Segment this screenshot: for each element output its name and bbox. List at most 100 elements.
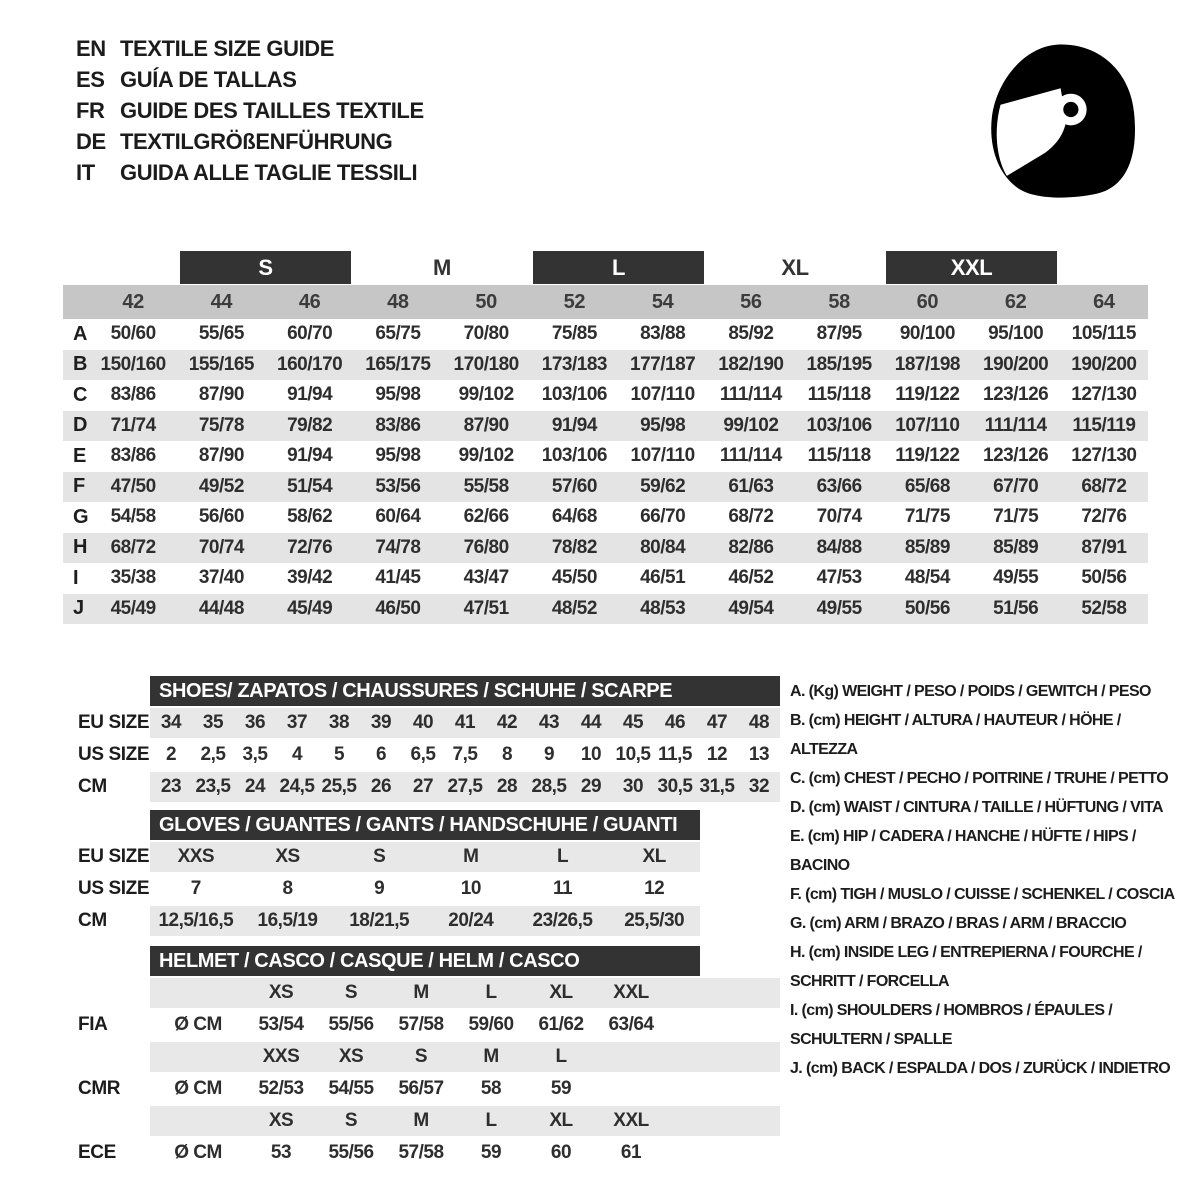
shoe-size-cell: 6,5: [410, 744, 436, 765]
legend-item: D. (cm) WAIST / CINTURA / TAILLE / HÜFTU…: [790, 799, 1164, 816]
size-value-cell: 87/91: [1081, 536, 1127, 558]
size-value-cell: 91/94: [551, 414, 598, 436]
size-value-cell: 95/98: [640, 414, 686, 436]
size-value-cell: 107/110: [630, 445, 696, 467]
size-value-cell: 46/50: [375, 597, 421, 619]
shoe-size-cell: 34: [160, 712, 182, 733]
shoe-size-cell: 4: [291, 744, 303, 765]
shoe-size-cell: 47: [706, 712, 728, 733]
size-number: 60: [916, 290, 939, 313]
size-value-cell: 83/88: [640, 323, 686, 345]
size-value-cell: 107/110: [895, 414, 960, 436]
size-value-cell: 190/200: [1071, 353, 1137, 375]
helmet-value-cell: 57/58: [398, 1014, 444, 1035]
size-group-m: M: [433, 254, 451, 280]
size-value-cell: 48/53: [640, 597, 686, 619]
size-value-cell: 41/45: [375, 567, 421, 589]
size-number: 46: [298, 290, 321, 313]
size-number: 54: [651, 290, 674, 313]
size-value-cell: 39/42: [287, 567, 333, 589]
glove-size-cell: 10: [460, 878, 482, 899]
measurement-row-f: F 47/50 49/52 51/54 53/56 55/58 57/60 59/62 61/6…: [63, 471, 1148, 502]
size-value-cell: 87/90: [198, 445, 245, 467]
glove-size-cell: 11: [552, 878, 573, 899]
helmet-size-cell: XS: [338, 1046, 364, 1067]
size-value-cell: 170/180: [453, 353, 520, 375]
size-value-cell: 119/122: [895, 445, 960, 467]
row-letter: G: [73, 505, 89, 528]
size-value-cell: 82/86: [728, 536, 774, 558]
size-value-cell: 62/66: [463, 506, 510, 528]
size-number: 64: [1093, 290, 1115, 313]
size-value-cell: 50/60: [110, 323, 157, 345]
size-value-cell: 35/38: [110, 567, 157, 589]
helmet-value-cell: 54/55: [328, 1078, 374, 1099]
size-value-cell: 119/122: [895, 384, 960, 406]
size-group-l: L: [533, 251, 704, 284]
size-value-cell: 49/54: [728, 597, 774, 619]
helmet-size-cell: L: [485, 982, 497, 1003]
size-value-cell: 47/51: [463, 597, 510, 619]
shoe-size-cell: 8: [501, 744, 513, 765]
helmet-value-cell: 60: [550, 1142, 572, 1163]
shoe-size-cell: 23,5: [195, 776, 231, 797]
size-value-cell: 87/90: [463, 414, 510, 436]
shoe-size-cell: 32: [748, 776, 770, 797]
helmet-value-cell: 59: [480, 1142, 502, 1163]
language-row: IT GUIDA ALLE TAGLIE TESSILI: [76, 157, 424, 188]
glove-size-cell: 9: [374, 878, 385, 899]
size-value-cell: 107/110: [630, 384, 696, 406]
size-value-cell: 76/80: [463, 536, 510, 558]
size-number: 52: [563, 290, 586, 313]
glove-size-cell: 25,5/30: [624, 910, 685, 931]
size-group-xl: XL: [781, 254, 809, 280]
helmet-size-cell: XL: [549, 982, 573, 1003]
size-number: 48: [387, 290, 409, 313]
shoes-row-label: EU SIZE: [78, 712, 150, 733]
glove-size-cell: 7: [190, 878, 202, 899]
shoe-size-cell: 46: [664, 712, 686, 733]
size-value-cell: 127/130: [1071, 445, 1137, 467]
language-code: FR: [76, 98, 105, 123]
language-row: EN TEXTILE SIZE GUIDE: [76, 33, 424, 64]
size-value-cell: 51/54: [287, 475, 333, 497]
size-value-cell: 190/200: [983, 353, 1049, 375]
size-value-cell: 45/49: [287, 597, 333, 619]
legend-item: G. (cm) ARM / BRAZO / BRAS / ARM / BRACC…: [790, 915, 1127, 932]
size-value-cell: 95/98: [375, 384, 421, 406]
shoe-size-cell: 48: [748, 712, 770, 733]
shoe-size-cell: 29: [580, 776, 602, 797]
size-value-cell: 51/56: [993, 597, 1039, 619]
size-value-cell: 160/170: [277, 353, 343, 375]
helmet-size-cell: XXS: [262, 1046, 300, 1067]
size-value-cell: 49/55: [816, 597, 863, 619]
shoe-size-cell: 37: [286, 712, 308, 733]
helmet-size-cell: M: [413, 1110, 429, 1131]
size-value-cell: 60/70: [287, 323, 333, 345]
shoe-size-cell: 5: [333, 744, 345, 765]
size-value-cell: 57/60: [551, 475, 598, 497]
size-value-cell: 85/89: [904, 536, 951, 558]
legend-item: J. (cm) BACK / ESPALDA / DOS / ZURÜCK / …: [790, 1060, 1171, 1077]
measurement-row-a: A 50/60 55/65 60/70 65/75 70/80 75/85 83/88 85/9…: [63, 319, 1148, 350]
glove-size-cell: M: [463, 846, 479, 867]
size-value-cell: 91/94: [287, 384, 333, 406]
size-value-cell: 103/106: [806, 414, 873, 436]
shoe-size-cell: 42: [496, 712, 518, 733]
size-value-cell: 182/190: [718, 353, 784, 375]
size-value-cell: 45/50: [551, 567, 598, 589]
shoes-row-label: US SIZE: [78, 744, 150, 765]
row-letter: F: [73, 475, 85, 498]
size-value-cell: 103/106: [541, 445, 608, 467]
shoe-size-cell: 7,5: [452, 744, 478, 765]
helmet-value-cell: 55/56: [328, 1142, 374, 1163]
size-value-cell: 50/56: [1081, 567, 1127, 589]
size-value-cell: 79/82: [287, 414, 333, 436]
helmet-value-cell: 58: [480, 1078, 502, 1099]
helmet-icon: [991, 44, 1135, 198]
shoe-size-cell: 41: [454, 712, 476, 733]
size-value-cell: 50/56: [904, 597, 951, 619]
language-title: GUIDE DES TAILLES TEXTILE: [120, 98, 424, 123]
size-value-cell: 173/183: [541, 353, 608, 375]
